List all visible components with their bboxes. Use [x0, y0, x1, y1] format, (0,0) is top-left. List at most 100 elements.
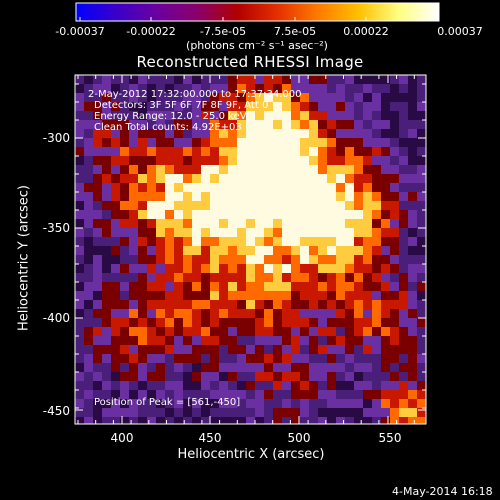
annotation-time-range: 2-May-2012 17:32:00.000 to 17:37:34.000 [88, 89, 302, 100]
heatmap-cell [291, 156, 300, 165]
heatmap-cell [156, 345, 165, 354]
heatmap-cell [120, 372, 129, 381]
heatmap-cell [318, 219, 327, 228]
heatmap-cell [327, 138, 336, 147]
heatmap-cell [237, 129, 246, 138]
heatmap-cell [345, 354, 354, 363]
heatmap-cell [246, 399, 255, 408]
colorbar-tick-label: -0.00022 [126, 25, 176, 38]
heatmap-cell [408, 165, 417, 174]
heatmap-cell [219, 192, 228, 201]
heatmap-cell [417, 183, 426, 192]
heatmap-cell [282, 93, 291, 102]
heatmap-cell [219, 354, 228, 363]
heatmap-cell [318, 246, 327, 255]
heatmap-cell [390, 291, 399, 300]
heatmap-cell [228, 381, 237, 390]
heatmap-cell [381, 336, 390, 345]
heatmap-cell [381, 120, 390, 129]
heatmap-cell [75, 201, 84, 210]
heatmap-cell [120, 93, 129, 102]
heatmap-cell [318, 201, 327, 210]
heatmap-cell [165, 354, 174, 363]
heatmap-cell [345, 318, 354, 327]
heatmap-cell [291, 264, 300, 273]
heatmap-cell [327, 93, 336, 102]
heatmap-cell [318, 354, 327, 363]
heatmap-cell [174, 156, 183, 165]
heatmap-cell [237, 264, 246, 273]
heatmap-cell [336, 300, 345, 309]
heatmap-cell [210, 120, 219, 129]
heatmap-cell [255, 408, 264, 417]
heatmap-cell [372, 246, 381, 255]
heatmap-cell [273, 381, 282, 390]
heatmap-cell [300, 363, 309, 372]
heatmap-cell [75, 165, 84, 174]
heatmap-cell [246, 390, 255, 399]
heatmap-cell [399, 156, 408, 165]
heatmap-cell [120, 210, 129, 219]
heatmap-cell [174, 309, 183, 318]
heatmap-cell [345, 237, 354, 246]
heatmap-cell [183, 129, 192, 138]
heatmap-cell [210, 309, 219, 318]
heatmap-cell [237, 399, 246, 408]
heatmap-cell [264, 336, 273, 345]
heatmap-cell [228, 282, 237, 291]
heatmap-cell [372, 219, 381, 228]
heatmap-cell [273, 75, 282, 84]
heatmap-cell [156, 174, 165, 183]
heatmap-cell [309, 273, 318, 282]
heatmap-cell [255, 192, 264, 201]
y-tick-label: -450 [42, 404, 70, 418]
heatmap-cell [309, 282, 318, 291]
heatmap-cell [417, 147, 426, 156]
heatmap-cell [318, 372, 327, 381]
heatmap-cell [417, 192, 426, 201]
heatmap-cell [363, 111, 372, 120]
heatmap-cell [282, 201, 291, 210]
heatmap-cell [372, 264, 381, 273]
heatmap-cell [192, 147, 201, 156]
heatmap-cell [129, 84, 138, 93]
heatmap-cell [237, 255, 246, 264]
heatmap-cell [291, 381, 300, 390]
heatmap-cell [183, 336, 192, 345]
heatmap-cell [408, 210, 417, 219]
heatmap-cell [408, 381, 417, 390]
heatmap-cell [327, 246, 336, 255]
heatmap-cell [174, 318, 183, 327]
heatmap-cell [273, 129, 282, 138]
heatmap-cell [336, 372, 345, 381]
heatmap-cell [75, 129, 84, 138]
heatmap-cell [147, 318, 156, 327]
heatmap-cell [93, 255, 102, 264]
heatmap-cell [219, 84, 228, 93]
heatmap-cell [84, 273, 93, 282]
heatmap-cell [210, 129, 219, 138]
heatmap-cell [210, 327, 219, 336]
heatmap-cell [390, 111, 399, 120]
heatmap-cell [390, 120, 399, 129]
heatmap-cell [237, 372, 246, 381]
heatmap-cell [408, 291, 417, 300]
heatmap-cell [219, 390, 228, 399]
heatmap-cell [102, 228, 111, 237]
heatmap-cell [111, 237, 120, 246]
heatmap-cell [246, 183, 255, 192]
heatmap-cell [165, 246, 174, 255]
heatmap-cell [93, 219, 102, 228]
heatmap-cell [246, 111, 255, 120]
heatmap-cell [228, 120, 237, 129]
heatmap-cell [399, 120, 408, 129]
heatmap-cell [210, 228, 219, 237]
heatmap-cell [363, 417, 372, 424]
heatmap-cell [84, 219, 93, 228]
heatmap-cell [120, 381, 129, 390]
heatmap-cell [192, 228, 201, 237]
heatmap-cell [408, 327, 417, 336]
heatmap-cell [408, 147, 417, 156]
heatmap-cell [246, 201, 255, 210]
heatmap-cell [390, 93, 399, 102]
